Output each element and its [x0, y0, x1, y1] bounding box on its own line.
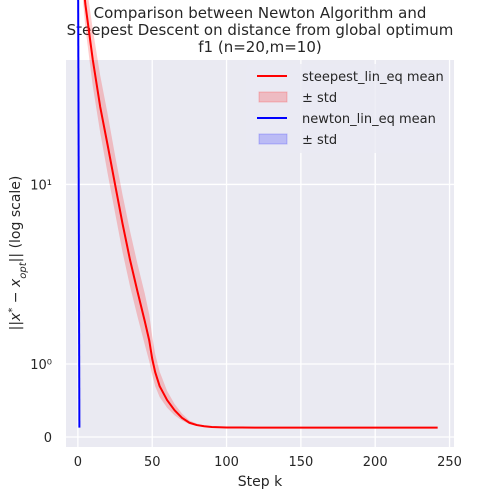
legend-label-newton-mean: newton_lin_eq mean	[302, 112, 436, 127]
y-axis-label-part: −	[8, 287, 24, 308]
legend-label-steepest-mean: steepest_lin_eq mean	[302, 70, 444, 85]
title-line-1: Comparison between Newton Algorithm and	[94, 4, 427, 22]
legend-label-newton-std: ± std	[302, 133, 337, 148]
legend-frame	[246, 64, 448, 153]
x-tick-label: 0	[74, 455, 82, 470]
x-tick-label: 50	[144, 455, 161, 470]
y-axis-label-part: ||	[8, 321, 24, 330]
chart-title: Comparison between Newton Algorithm and …	[67, 4, 454, 56]
y-axis-label-part: x	[8, 312, 24, 322]
x-axis-label: Step k	[238, 474, 283, 490]
x-tick-label: 100	[214, 455, 239, 470]
x-tick-label: 200	[363, 455, 388, 470]
y-axis-label: ||x* − xopt|| (log scale)	[7, 176, 29, 331]
legend: steepest_lin_eq mean ± std newton_lin_eq…	[246, 64, 448, 153]
x-tick-label: 250	[437, 455, 462, 470]
title-line-2: Steepest Descent on distance from global…	[67, 21, 454, 39]
y-tick-label: 0	[44, 431, 52, 446]
y-axis-label-part: *	[7, 308, 18, 313]
mean-line-series-0	[83, 0, 438, 429]
x-axis-label-text: Step k	[238, 474, 283, 490]
x-tick-label: 150	[288, 455, 313, 470]
legend-swatch-newton-std	[258, 133, 288, 145]
legend-swatch-steepest-std	[258, 91, 288, 103]
mean-line-series-1	[77, 0, 81, 428]
y-axis-label-part: ||	[8, 253, 24, 262]
y-axis-label-part: (log scale)	[8, 176, 24, 253]
title-line-3: f1 (n=20,m=10)	[198, 38, 322, 56]
y-tick-label: 10⁰	[30, 358, 52, 373]
legend-label-steepest-std: ± std	[302, 91, 337, 106]
y-axis-label-part: x	[8, 278, 24, 288]
tick-labels: 050100150200250010⁰10¹10²	[30, 178, 462, 470]
y-axis-label-part: opt	[18, 261, 29, 278]
y-tick-label: 10¹	[30, 178, 52, 193]
mean-lines	[77, 0, 438, 429]
